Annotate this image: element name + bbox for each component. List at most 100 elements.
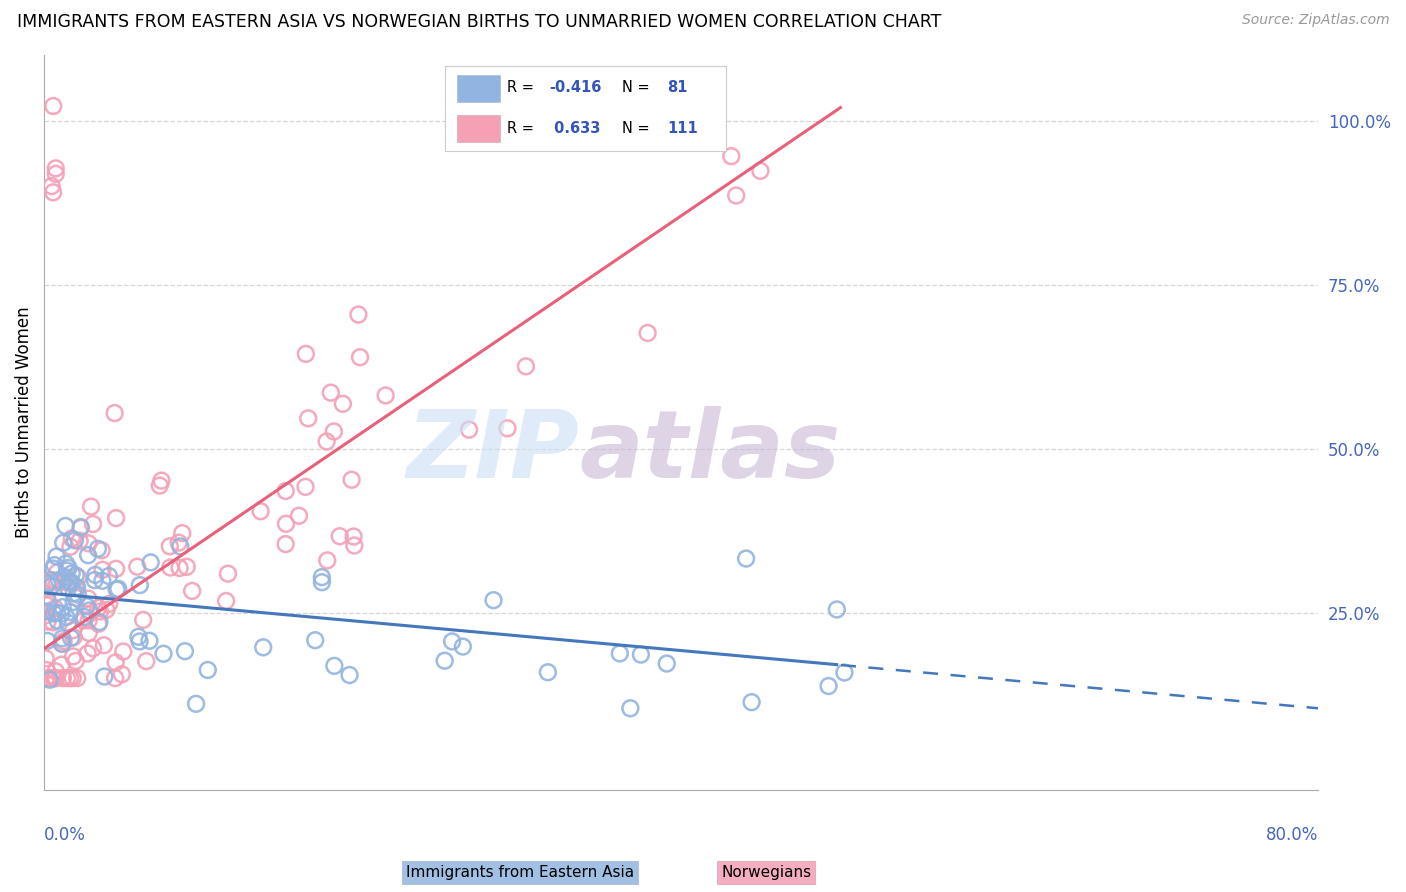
Point: [340, 473, 363, 487]
Point: [347, 308, 370, 322]
Point: [441, 634, 464, 648]
Point: [304, 633, 326, 648]
Point: [322, 425, 344, 439]
Point: [38, 596, 60, 610]
Point: [62, 671, 84, 685]
Point: [80, 500, 103, 514]
Point: [55, 557, 77, 571]
Point: [58, 561, 80, 575]
Point: [60, 532, 83, 546]
Point: [35, 604, 58, 618]
Text: Source: ZipAtlas.com: Source: ZipAtlas.com: [1241, 13, 1389, 28]
Point: [274, 516, 297, 531]
Point: [42, 561, 65, 575]
Point: [38, 671, 60, 685]
Point: [93, 669, 115, 683]
Point: [37, 633, 59, 648]
Text: Norwegians: Norwegians: [721, 865, 811, 880]
Point: [96, 603, 118, 617]
Point: [167, 535, 190, 549]
Point: [128, 578, 150, 592]
Point: [42, 671, 65, 685]
Point: [67, 570, 90, 584]
Point: [91, 574, 114, 588]
Point: [127, 559, 149, 574]
Point: [48, 574, 70, 588]
Text: Immigrants from Eastern Asia: Immigrants from Eastern Asia: [406, 865, 634, 880]
Point: [720, 149, 742, 163]
Point: [77, 591, 100, 606]
Text: atlas: atlas: [579, 406, 841, 498]
Point: [138, 633, 160, 648]
Point: [41, 579, 63, 593]
Point: [62, 624, 84, 638]
Point: [90, 543, 112, 558]
Point: [45, 671, 67, 685]
Text: ZIP: ZIP: [406, 406, 579, 498]
Point: [42, 99, 65, 113]
Point: [104, 406, 127, 420]
Point: [159, 539, 181, 553]
Point: [46, 614, 69, 628]
Point: [97, 569, 120, 583]
Point: [169, 561, 191, 575]
Point: [41, 179, 63, 194]
Point: [77, 548, 100, 562]
Point: [288, 508, 311, 523]
Point: [60, 566, 83, 581]
Point: [619, 701, 641, 715]
Point: [294, 480, 316, 494]
Point: [52, 634, 75, 648]
Text: 0.0%: 0.0%: [44, 826, 86, 844]
Point: [197, 663, 219, 677]
Point: [87, 616, 110, 631]
Point: [496, 421, 519, 435]
Point: [149, 478, 172, 492]
Point: [51, 632, 73, 646]
Point: [44, 671, 66, 685]
Point: [105, 582, 128, 597]
Point: [77, 625, 100, 640]
Point: [52, 536, 75, 550]
Point: [69, 533, 91, 548]
Point: [69, 520, 91, 534]
Point: [297, 411, 319, 425]
Point: [315, 434, 337, 449]
Point: [112, 644, 135, 658]
Point: [65, 591, 87, 605]
Point: [111, 667, 134, 681]
Point: [44, 601, 66, 615]
Point: [46, 606, 69, 620]
Point: [46, 566, 69, 580]
Point: [215, 594, 238, 608]
Point: [537, 665, 560, 680]
Point: [62, 595, 84, 609]
Point: [135, 654, 157, 668]
Point: [59, 631, 82, 645]
Point: [105, 511, 128, 525]
Point: [128, 634, 150, 648]
Point: [139, 555, 162, 569]
Point: [374, 388, 396, 402]
Point: [274, 537, 297, 551]
Point: [87, 541, 110, 556]
Point: [37, 615, 59, 629]
Point: [451, 640, 474, 654]
Point: [42, 615, 65, 630]
Point: [655, 657, 678, 671]
Point: [107, 582, 129, 596]
Point: [93, 638, 115, 652]
Point: [83, 573, 105, 587]
Point: [181, 583, 204, 598]
Point: [89, 615, 111, 629]
Point: [735, 551, 758, 566]
Point: [82, 516, 104, 531]
Point: [44, 558, 66, 573]
Point: [42, 186, 65, 200]
Point: [741, 695, 763, 709]
Point: [65, 654, 87, 668]
Point: [52, 600, 75, 615]
Point: [249, 504, 271, 518]
Point: [89, 604, 111, 618]
Point: [35, 663, 58, 677]
